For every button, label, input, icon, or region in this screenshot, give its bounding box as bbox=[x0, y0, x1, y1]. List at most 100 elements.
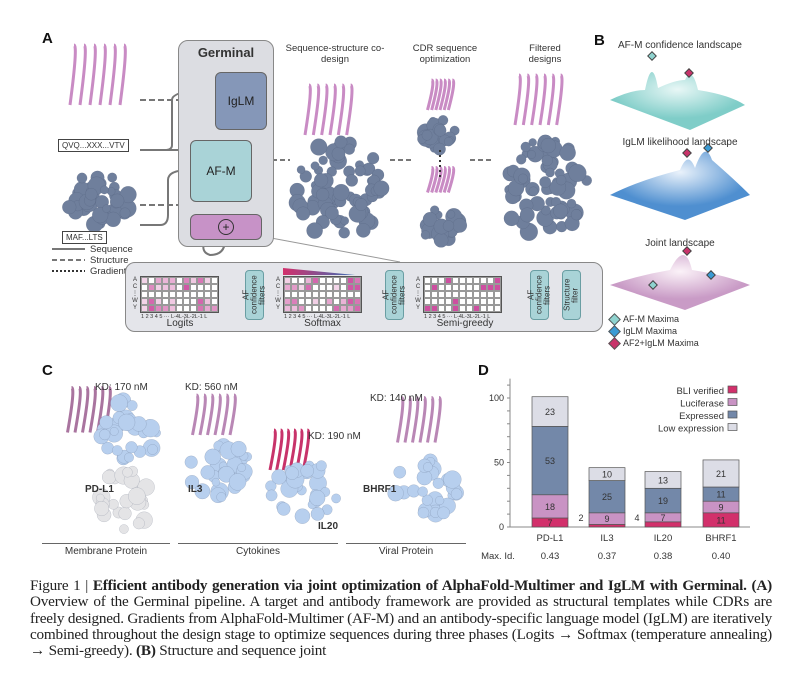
grid-row-label: A bbox=[415, 277, 420, 283]
kd-il20: KD: 190 nM bbox=[308, 431, 361, 442]
antibody-ribbon bbox=[442, 166, 451, 193]
grid-cell bbox=[438, 305, 445, 312]
target-protein-surface bbox=[184, 455, 198, 469]
caption-text: Structure and sequence joint bbox=[155, 642, 327, 660]
target-protein-surface bbox=[331, 493, 342, 504]
legend-iglm-maxima: IgLM Maxima bbox=[608, 324, 677, 338]
grid-cell bbox=[340, 284, 347, 291]
grid-cell bbox=[291, 284, 298, 291]
data-label: 11 bbox=[716, 515, 725, 525]
antibody-ribbon bbox=[446, 78, 456, 111]
target-protein-surface bbox=[433, 232, 449, 248]
target-protein-surface bbox=[306, 222, 323, 239]
grid-cell bbox=[473, 284, 480, 291]
y-tick-label: 100 bbox=[489, 393, 504, 403]
grid-cell bbox=[204, 305, 211, 312]
target-protein-surface bbox=[437, 506, 451, 520]
grid-cell bbox=[298, 305, 305, 312]
gradient-sum-box: + bbox=[190, 214, 262, 240]
divider bbox=[178, 543, 338, 544]
antibody-ribbon bbox=[430, 78, 439, 111]
grid-cell bbox=[452, 298, 459, 305]
target-protein-surface bbox=[373, 180, 390, 197]
grid-cell bbox=[148, 284, 155, 291]
grid-cell bbox=[148, 305, 155, 312]
grid-cell bbox=[169, 277, 176, 284]
legend-sequence: Sequence bbox=[90, 244, 133, 255]
antibody-ribbon bbox=[66, 386, 75, 433]
target-protein-surface bbox=[316, 187, 330, 202]
grid-cell bbox=[284, 277, 291, 284]
grid-cell bbox=[305, 298, 312, 305]
grid-cell bbox=[445, 291, 452, 298]
grid-cell bbox=[148, 277, 155, 284]
grid-cell bbox=[431, 305, 438, 312]
target-protein-surface bbox=[421, 129, 433, 141]
target-protein-surface bbox=[515, 154, 527, 165]
grid-cell bbox=[305, 305, 312, 312]
grid-cell bbox=[333, 284, 340, 291]
grid-cell bbox=[312, 284, 319, 291]
target-protein-surface bbox=[422, 462, 433, 472]
antibody-ribbon bbox=[73, 386, 82, 433]
target-protein-surface bbox=[122, 467, 133, 478]
target-protein-surface bbox=[299, 170, 312, 183]
stage-title-filtered: Filtered designs bbox=[528, 43, 562, 65]
panel-c-label: C bbox=[42, 362, 53, 379]
iglm-box: IgLM bbox=[215, 72, 267, 130]
grid-cell bbox=[197, 277, 204, 284]
grid-col-labels: 1 2 3 4 5 ··· L-4L-3L-2L-1 L bbox=[424, 314, 491, 320]
grid-cell bbox=[494, 284, 501, 291]
grid-cell bbox=[190, 277, 197, 284]
grid-cell bbox=[291, 277, 298, 284]
grid-cell bbox=[197, 291, 204, 298]
grid-cell bbox=[155, 305, 162, 312]
target-protein-surface bbox=[99, 415, 114, 430]
antibody-ribbon bbox=[446, 166, 456, 193]
grid-cell bbox=[473, 305, 480, 312]
target-protein-surface bbox=[420, 230, 431, 240]
grid-cell bbox=[312, 291, 319, 298]
target-protein-surface bbox=[354, 198, 368, 211]
joint-landscape bbox=[610, 255, 750, 310]
target-protein-surface bbox=[331, 146, 346, 161]
antibody-ribbon bbox=[430, 166, 439, 193]
grid-cell bbox=[424, 284, 431, 291]
x-tick-label: IL3 bbox=[600, 533, 613, 544]
grid-cell bbox=[176, 277, 183, 284]
grid-cell bbox=[347, 298, 354, 305]
antibody-ribbon bbox=[521, 73, 531, 126]
target-protein-surface bbox=[118, 506, 132, 521]
grid-row-label: ⋮ bbox=[415, 291, 421, 297]
antibody-ribbon bbox=[78, 43, 87, 106]
grid-cell bbox=[305, 284, 312, 291]
grid-cell bbox=[466, 284, 473, 291]
grid-cell bbox=[459, 277, 466, 284]
grid-cell bbox=[494, 298, 501, 305]
grid-cell bbox=[452, 284, 459, 291]
grid-cell bbox=[424, 298, 431, 305]
target-protein-surface bbox=[325, 206, 339, 220]
grid-row-label: Y bbox=[132, 305, 137, 311]
divider bbox=[42, 543, 170, 544]
landscape-title-joint: Joint landscape bbox=[645, 238, 715, 249]
antibody-ribbon bbox=[396, 396, 405, 443]
grid-cell bbox=[298, 277, 305, 284]
target-protein-surface bbox=[343, 143, 355, 155]
grid-cell bbox=[155, 277, 162, 284]
grid-cell bbox=[452, 305, 459, 312]
antibody-ribbon bbox=[411, 396, 420, 443]
legend-swatch bbox=[727, 385, 738, 394]
target-protein-surface bbox=[194, 483, 211, 500]
grid-cell bbox=[480, 277, 487, 284]
target-protein-surface bbox=[132, 517, 145, 530]
grid-cell bbox=[445, 305, 452, 312]
caption-ref-a: (A) bbox=[751, 577, 773, 594]
grid-cell bbox=[155, 291, 162, 298]
target-protein-surface bbox=[119, 524, 129, 534]
kd-il3: KD: 560 nM bbox=[185, 382, 238, 393]
antibody-ribbon bbox=[213, 393, 222, 436]
grid-cell bbox=[354, 298, 361, 305]
grid-cell bbox=[480, 298, 487, 305]
data-label: 13 bbox=[658, 475, 668, 485]
